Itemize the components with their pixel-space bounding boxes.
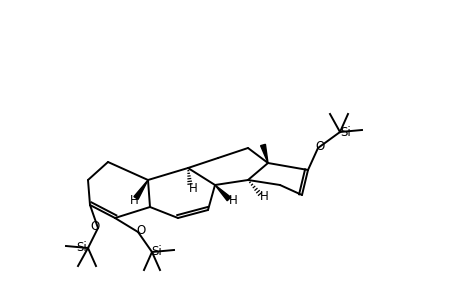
Polygon shape (134, 180, 148, 200)
Text: O: O (90, 220, 100, 233)
Text: Si: Si (340, 125, 351, 139)
Text: H: H (129, 194, 138, 208)
Text: H: H (188, 182, 197, 194)
Text: H: H (259, 190, 268, 202)
Text: H: H (228, 194, 237, 208)
Polygon shape (214, 185, 230, 201)
Polygon shape (260, 144, 268, 163)
Text: Si: Si (151, 245, 162, 259)
Text: Si: Si (77, 242, 87, 254)
Text: O: O (136, 224, 146, 236)
Text: O: O (315, 140, 324, 152)
